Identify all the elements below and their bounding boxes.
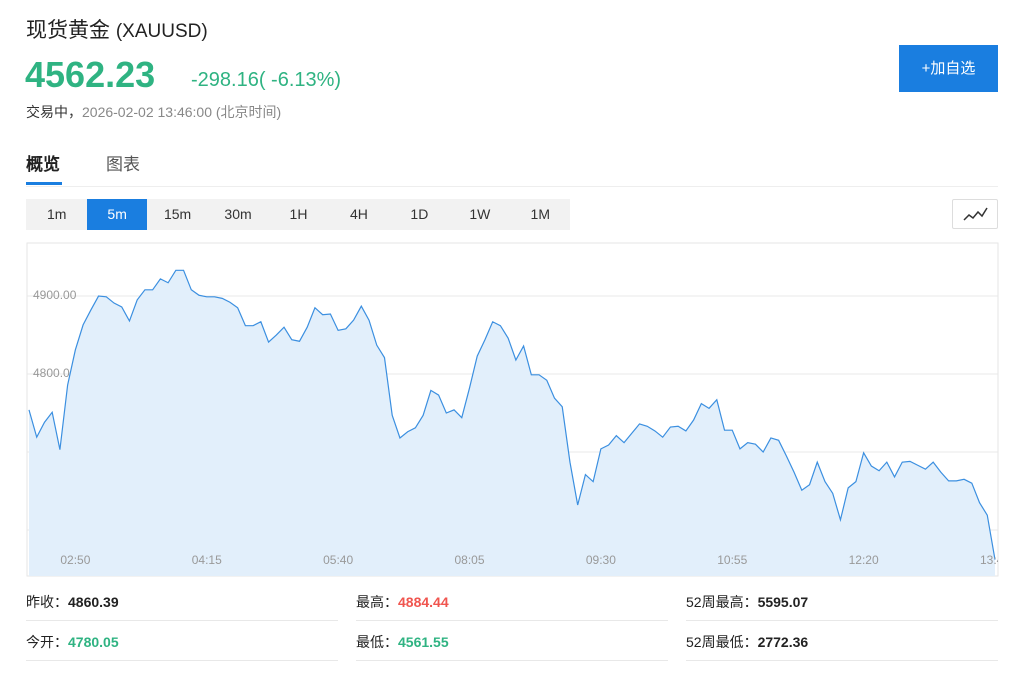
interval-button[interactable]: 4H [349, 206, 368, 222]
x-tick-label: 05:40 [323, 553, 353, 567]
stat-value: 2772.36 [757, 634, 809, 650]
interval-button[interactable]: 1H [289, 206, 308, 222]
stat-value: 4884.44 [398, 594, 449, 610]
stat-label: 昨收： [26, 594, 68, 610]
stat-label: 最高： [356, 594, 398, 610]
title: 现货黄金 (XAUUSD) [26, 14, 208, 44]
x-tick-label: 02:50 [60, 553, 90, 567]
line-icon [963, 207, 988, 221]
stat-cell: 最低：4561.55 [356, 624, 668, 661]
x-tick-label: 08:05 [454, 553, 484, 567]
stat-label: 52周最高： [686, 594, 758, 610]
interval-button[interactable]: 1W [469, 206, 491, 222]
status-line: 交易中，2026-02-02 13:46:00 (北京时间) [26, 102, 281, 122]
interval-button[interactable]: 1m [46, 206, 67, 222]
x-tick-label: 09:30 [586, 553, 616, 567]
add-watchlist-button[interactable]: +加自选 [899, 45, 998, 92]
stat-cell: 昨收：4860.39 [26, 584, 338, 621]
chart-style-button[interactable] [952, 199, 998, 229]
interval-button[interactable]: 1D [410, 206, 429, 222]
tab[interactable]: 概览 [26, 155, 60, 174]
interval-button[interactable]: 5m [86, 199, 148, 230]
stat-label: 今开： [26, 634, 68, 650]
x-tick-label: 10:55 [717, 553, 747, 567]
y-tick-label: 4800.00 [33, 366, 77, 380]
tab[interactable]: 图表 [106, 155, 140, 174]
stat-value: 4561.55 [398, 634, 449, 650]
stat-cell: 今开：4780.05 [26, 624, 338, 661]
change-pct: ( -6.13%) [258, 69, 342, 91]
status: 交易中， [26, 104, 82, 120]
x-tick-label: 04:15 [192, 553, 222, 567]
price: 4562.23 [25, 54, 156, 95]
tab-underline [26, 182, 62, 185]
stat-cell: 52周最高：5595.07 [686, 584, 998, 621]
stat-label: 52周最低： [686, 634, 758, 650]
change: -298.16( -6.13%) [191, 69, 341, 92]
x-tick-label: 13:45 [980, 553, 1010, 567]
change-abs: -298.16 [191, 69, 259, 91]
price-line [28, 269, 996, 560]
instrument-code: (XAUUSD) [115, 21, 208, 42]
stat-label: 最低： [356, 634, 398, 650]
stat-value: 4780.05 [68, 634, 119, 650]
tabs-divider [26, 186, 998, 187]
y-tick-label: 4900.00 [33, 288, 77, 302]
interval-bar: 1m 5m 15m 30m 1H 4H 1D 1W 1M [26, 199, 570, 230]
interval-button[interactable]: 1M [530, 206, 550, 222]
plot: 4600.004700.004800.004900.0002:5004:1505… [27, 269, 1010, 576]
interval-button[interactable]: 15m [163, 206, 192, 222]
datetime: 2026-02-02 13:46:00 [82, 104, 212, 120]
interval-button[interactable]: 30m [224, 206, 252, 222]
x-tick-label: 12:20 [849, 553, 879, 567]
stat-value: 5595.07 [757, 594, 809, 610]
stat-value: 4860.39 [68, 594, 119, 610]
timezone: (北京时间) [215, 104, 282, 120]
stat-cell: 最高：4884.44 [356, 584, 668, 621]
stat-cell: 52周最低：2772.36 [686, 624, 998, 661]
area-fill [29, 270, 995, 576]
tabs: 概览 图表 [0, 146, 1024, 186]
stats: 昨收：4860.39 最高：4884.44 52周最高：5595.07 今开：4780… [0, 584, 1024, 684]
icon-line [963, 207, 988, 221]
instrument-name: 现货黄金 [26, 19, 110, 42]
